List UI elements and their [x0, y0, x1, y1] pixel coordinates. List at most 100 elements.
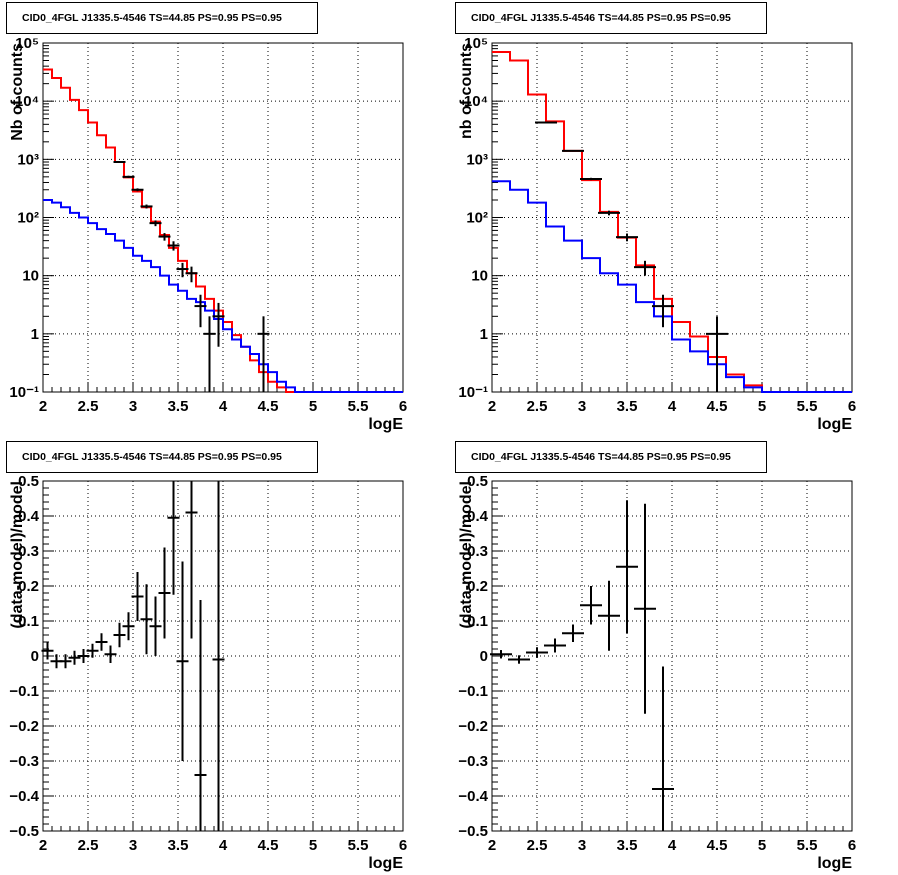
y-tick-label: 10² — [17, 210, 39, 227]
x-tick-label: 4 — [219, 398, 228, 415]
y-tick-label: 10³ — [17, 151, 39, 168]
data-point — [158, 233, 171, 241]
chart-title: CID0_4FGL J1335.5-4546 TS=44.85 PS=0.95 … — [6, 441, 318, 473]
y-tick-label: 10⁵ — [464, 35, 488, 52]
data-point — [104, 645, 117, 663]
y-tick-label: −0.5 — [9, 823, 39, 840]
data-point — [598, 210, 620, 216]
data-point — [194, 600, 207, 831]
data-point — [41, 642, 54, 660]
data-point — [616, 233, 638, 242]
y-tick-label: −0.2 — [458, 718, 488, 735]
data-point — [212, 302, 225, 347]
x-tick-label: 5.5 — [797, 837, 818, 854]
y-tick-label: 0.2 — [467, 578, 488, 595]
x-tick-label: 5.5 — [348, 398, 369, 415]
chart-title: CID0_4FGL J1335.5-4546 TS=44.85 PS=0.95 … — [6, 2, 318, 34]
y-tick-label: 0.3 — [467, 543, 488, 560]
x-tick-label: 5 — [309, 398, 317, 415]
y-tick-label: 10 — [471, 268, 488, 285]
y-tick-label: −0.3 — [458, 753, 488, 770]
x-tick-label: 2 — [488, 398, 496, 415]
data-point — [176, 262, 189, 278]
data-point — [113, 622, 126, 648]
y-tick-label: 10³ — [466, 151, 488, 168]
x-tick-label: 3.5 — [168, 837, 189, 854]
y-tick-label: 0 — [31, 648, 39, 665]
data-point — [212, 481, 225, 831]
data-point — [490, 650, 512, 659]
data-point — [140, 584, 153, 655]
data-point — [185, 266, 198, 283]
y-axis-label: Nb of counts — [9, 43, 26, 141]
x-tick-label: 4 — [219, 837, 228, 854]
data-point — [562, 149, 584, 152]
x-tick-label: 4.5 — [707, 398, 728, 415]
x-tick-label: 6 — [399, 837, 407, 854]
y-axis-label: (data-model)/model — [458, 481, 475, 629]
y-tick-label: −0.2 — [9, 718, 39, 735]
data-point — [122, 612, 135, 641]
y-tick-label: 10⁴ — [464, 93, 488, 110]
data-point — [167, 241, 180, 251]
x-tick-label: 2.5 — [527, 398, 548, 415]
data-point — [122, 175, 135, 178]
data-point — [562, 624, 584, 642]
pad-bottom-left: 2 2.5 3 3.5 4 4.5 5 5.5 6 −0.5 −0.4 −0.3 −0.2 −0.1 0 0.… — [0, 437, 449, 875]
x-tick-label: 4 — [668, 837, 677, 854]
x-tick-label: 3.5 — [617, 837, 638, 854]
pad-bottom-right: 2 2.5 3 3.5 4 4.5 5 5.5 6 −0.5 −0.4 −0.3 −0.2 −0.1 0 0.… — [449, 437, 898, 875]
x-tick-label: 5.5 — [797, 398, 818, 415]
data-point — [616, 500, 638, 634]
x-tick-label: 4.5 — [707, 837, 728, 854]
x-tick-label: 6 — [848, 398, 856, 415]
data-point — [68, 650, 81, 665]
y-tick-label: 0.4 — [467, 508, 489, 525]
data-point — [580, 177, 602, 181]
data-point — [59, 654, 72, 669]
y-tick-label: −0.4 — [9, 788, 39, 805]
x-tick-label: 2 — [39, 837, 47, 854]
x-tick-label: 6 — [399, 398, 407, 415]
data-point — [508, 655, 530, 664]
x-tick-label: 2 — [39, 398, 47, 415]
data-point — [257, 316, 270, 392]
y-tick-label: −0.5 — [458, 823, 488, 840]
y-tick-label: 0 — [480, 648, 488, 665]
data-point — [535, 121, 557, 124]
chart-residuals-right: 2 2.5 3 3.5 4 4.5 5 5.5 6 −0.5 −0.4 −0.3 −0.2 −0.1 0 0.… — [458, 473, 856, 872]
x-tick-label: 3 — [129, 837, 137, 854]
y-tick-label: 10⁻¹ — [9, 384, 39, 401]
data-point — [131, 188, 144, 192]
y-tick-label: 0.2 — [18, 578, 39, 595]
x-tick-label: 3.5 — [617, 398, 638, 415]
y-tick-label: 1 — [31, 326, 39, 343]
series-component-line — [43, 198, 403, 393]
data-point — [86, 643, 99, 658]
data-point — [77, 649, 90, 663]
x-tick-label: 4 — [668, 398, 677, 415]
chart-counts-right: 2 2.5 3 3.5 4 4.5 5 5.5 6 10⁻¹ 1 10 10² 10³ 10⁴ 10⁵ logE… — [458, 35, 856, 433]
x-tick-label: 2.5 — [78, 398, 99, 415]
y-tick-label: −0.1 — [458, 683, 488, 700]
chart-counts-left: 2 2.5 3 3.5 4 4.5 5 5.5 6 10⁻¹ 1 10 10² 10³ 10⁴ 10⁵ logE… — [9, 35, 407, 433]
y-tick-label: 0.4 — [18, 508, 40, 525]
y-tick-label: 10⁵ — [15, 35, 39, 52]
y-axis-label: nb of counts — [458, 43, 475, 139]
x-tick-label: 3 — [129, 398, 137, 415]
y-tick-label: 0.5 — [18, 473, 39, 490]
data-point — [176, 561, 189, 761]
chart-residuals-left: 2 2.5 3 3.5 4 4.5 5 5.5 6 −0.5 −0.4 −0.3 −0.2 −0.1 0 0.… — [9, 473, 407, 872]
x-tick-label: 4.5 — [258, 398, 279, 415]
pad-top-left: 2 2.5 3 3.5 4 4.5 5 5.5 6 10⁻¹ 1 10 10² 10³ 10⁴ 10⁵ logE… — [0, 0, 449, 437]
data-point — [149, 220, 162, 227]
data-point — [652, 294, 674, 328]
y-tick-label: 0.1 — [18, 613, 39, 630]
x-tick-label: 5.5 — [348, 837, 369, 854]
x-axis-label: logE — [817, 416, 852, 433]
data-point — [634, 260, 656, 276]
x-tick-label: 2.5 — [78, 837, 99, 854]
data-point — [158, 547, 171, 639]
y-tick-label: −0.4 — [458, 788, 488, 805]
x-tick-label: 5 — [309, 837, 317, 854]
